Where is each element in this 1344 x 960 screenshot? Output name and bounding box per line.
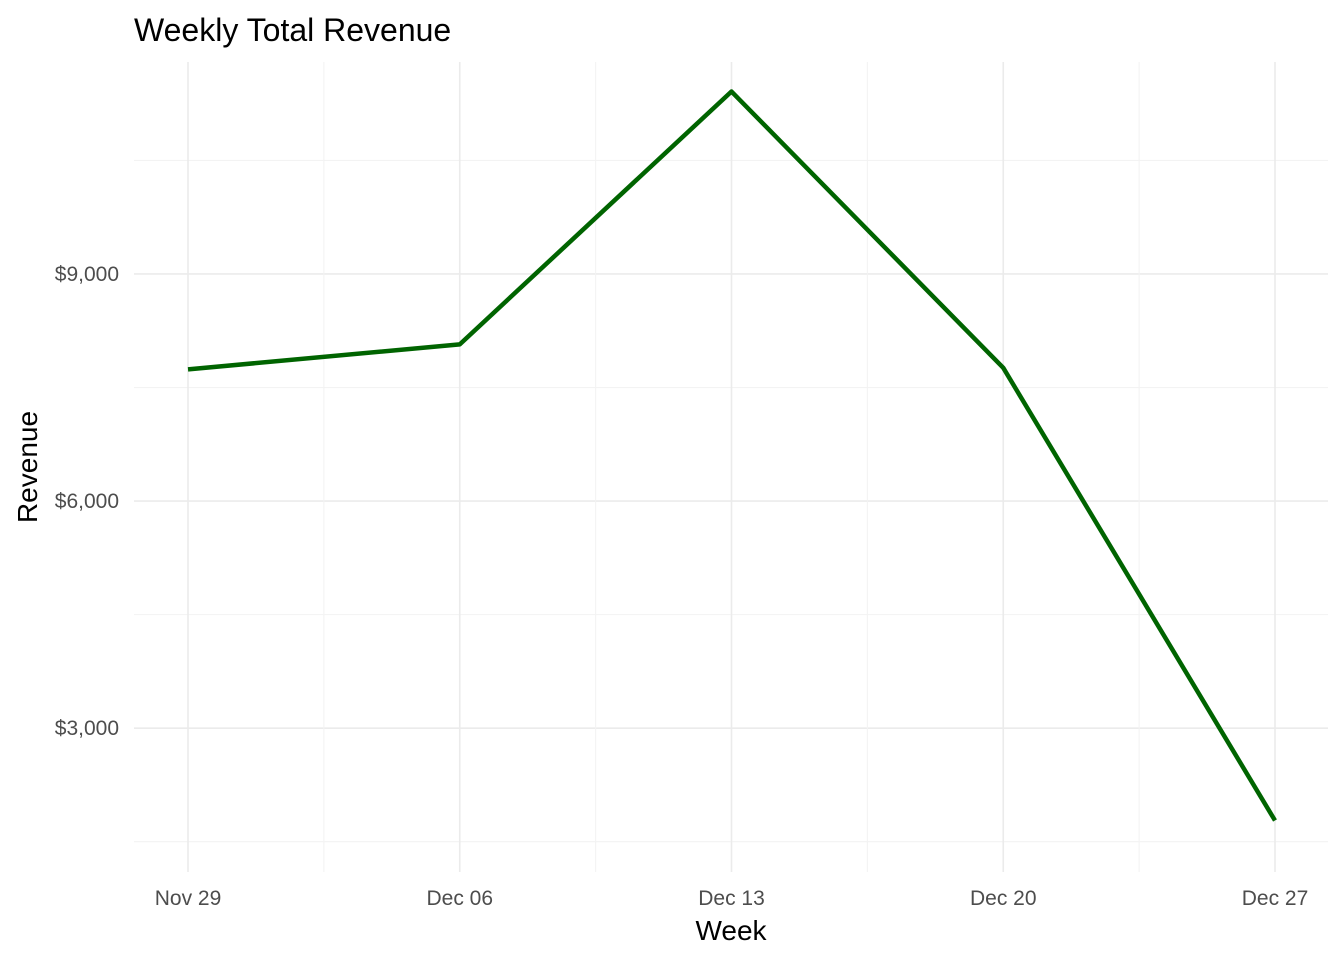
x-tick-label: Nov 29 bbox=[155, 887, 222, 910]
y-axis-title: Revenue bbox=[12, 411, 43, 523]
x-tick-label: Dec 06 bbox=[426, 887, 493, 910]
x-tick-label: Dec 13 bbox=[698, 887, 765, 910]
x-axis-title: Week bbox=[695, 915, 767, 946]
x-tick-label: Dec 27 bbox=[1242, 887, 1309, 910]
x-axis-tick-labels: Nov 29 Dec 06 Dec 13 Dec 20 Dec 27 bbox=[155, 887, 1309, 910]
y-tick-label: $6,000 bbox=[55, 490, 119, 513]
y-tick-label: $3,000 bbox=[55, 717, 119, 740]
y-tick-label: $9,000 bbox=[55, 263, 119, 286]
y-axis-tick-labels: $3,000 $6,000 $9,000 bbox=[55, 263, 119, 740]
x-tick-label: Dec 20 bbox=[970, 887, 1037, 910]
chart-title: Weekly Total Revenue bbox=[134, 12, 451, 48]
revenue-series-line bbox=[187, 89, 1277, 822]
grid-lines bbox=[134, 62, 1328, 872]
